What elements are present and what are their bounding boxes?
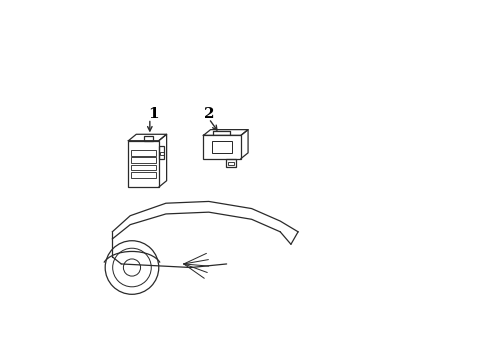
Bar <box>128 141 159 187</box>
Text: 1: 1 <box>148 107 159 121</box>
Bar <box>131 172 156 178</box>
Bar <box>159 146 164 159</box>
Bar <box>131 157 156 163</box>
Bar <box>203 135 241 158</box>
Bar <box>143 136 152 141</box>
Bar <box>131 150 156 156</box>
Text: 2: 2 <box>203 107 214 121</box>
Bar <box>211 141 232 153</box>
Bar <box>225 158 236 167</box>
Bar <box>227 162 233 165</box>
Bar <box>131 165 156 170</box>
Bar <box>159 152 163 156</box>
